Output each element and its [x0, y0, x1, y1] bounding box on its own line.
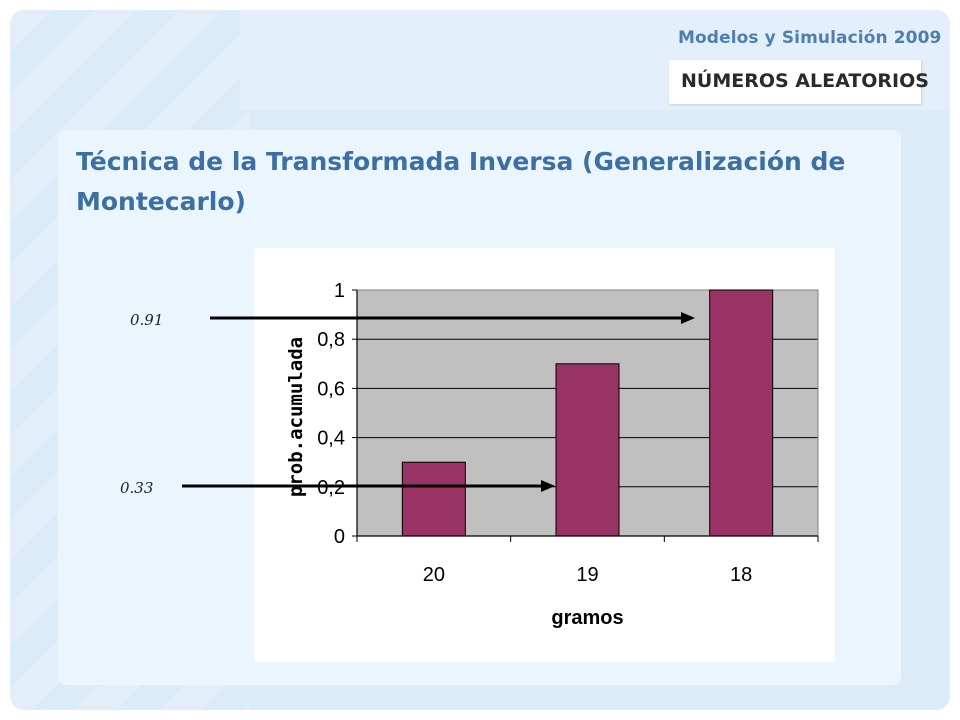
y-tick-label: 0,6	[317, 378, 345, 400]
x-tick-label: 18	[730, 564, 752, 586]
topic-title: NÚMEROS ALEATORIOS	[681, 70, 929, 92]
y-tick-label: 0,4	[317, 428, 345, 450]
x-axis-title: gramos	[551, 607, 623, 629]
bar	[709, 289, 774, 537]
slide-title: Técnica de la Transformada Inversa (Gene…	[76, 147, 846, 216]
course-title: Modelos y Simulación 2009	[678, 28, 942, 48]
annotation-arrow-head	[681, 312, 695, 324]
annotation-label: 0.91	[130, 311, 163, 329]
y-axis-title: prob.acumulada	[285, 337, 307, 497]
y-tick-label: 1	[334, 280, 345, 302]
y-tick-label: 0	[334, 526, 345, 548]
annotation-label: 0.33	[120, 479, 153, 497]
annotation-arrow-head	[541, 480, 555, 492]
y-tick-label: 0,2	[317, 477, 345, 499]
bar	[555, 363, 620, 537]
y-tick-label: 0,8	[317, 329, 345, 351]
x-tick-label: 20	[423, 564, 445, 586]
topic-box: NÚMEROS ALEATORIOS	[669, 60, 929, 104]
x-tick-label: 19	[576, 564, 598, 586]
bar	[401, 461, 466, 537]
